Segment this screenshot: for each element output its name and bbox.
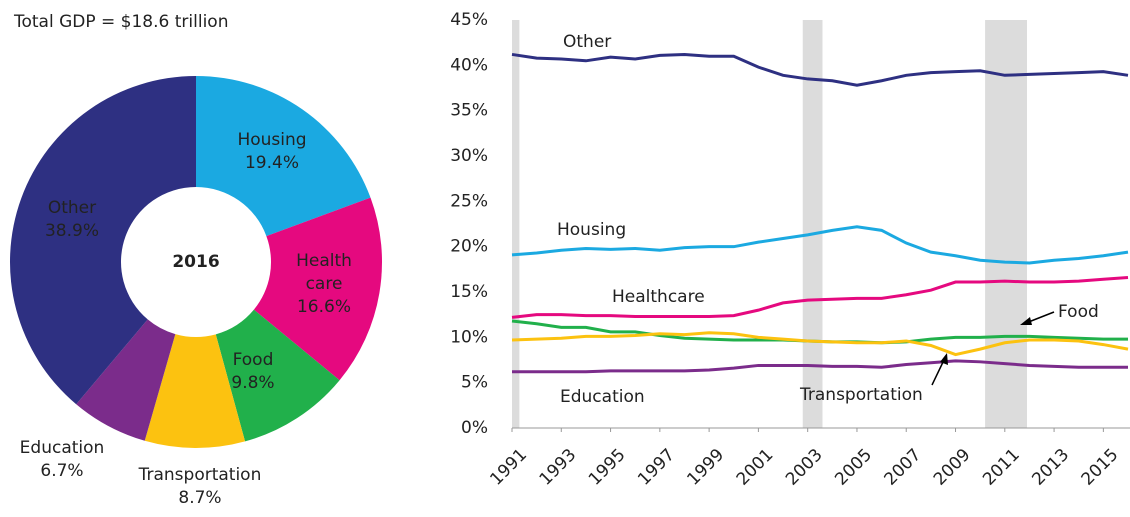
series-label: Other bbox=[563, 32, 611, 52]
x-tick-label: 2005 bbox=[831, 445, 876, 490]
label-line: care bbox=[306, 274, 343, 294]
segment-label: Food bbox=[233, 350, 274, 370]
segment-label: Housing bbox=[237, 130, 306, 150]
arrowhead bbox=[1020, 317, 1032, 325]
y-tick-label: 15% bbox=[450, 282, 488, 302]
x-tick-label: 1999 bbox=[683, 445, 728, 490]
segment-label: Other bbox=[48, 198, 96, 218]
segment-label: Education bbox=[20, 438, 105, 458]
x-tick-label: 2015 bbox=[1078, 445, 1123, 490]
label-line: Health bbox=[296, 251, 352, 271]
x-tick-label: 1991 bbox=[486, 445, 531, 490]
x-tick-label: 1997 bbox=[634, 445, 679, 490]
series-label: Transportation bbox=[799, 385, 923, 405]
value-label: 6.7% bbox=[40, 461, 83, 481]
series-line bbox=[511, 52, 1129, 87]
y-tick-label: 5% bbox=[461, 373, 488, 393]
donut-segment bbox=[76, 319, 176, 441]
chart-title: Total GDP = $18.6 trillion bbox=[13, 12, 228, 32]
x-tick-label: 2009 bbox=[930, 445, 975, 490]
series-line bbox=[511, 331, 1129, 357]
segment-label: Transportation bbox=[138, 465, 262, 485]
series-label: Food bbox=[1058, 302, 1099, 322]
series-label: Housing bbox=[557, 220, 626, 240]
donut-segment bbox=[144, 334, 246, 449]
series-line bbox=[512, 359, 1128, 374]
recession-band bbox=[512, 20, 520, 428]
y-tick-label: 10% bbox=[450, 327, 488, 347]
donut-segment bbox=[196, 76, 371, 237]
y-tick-label: 20% bbox=[450, 237, 488, 257]
y-tick-label: 30% bbox=[450, 146, 488, 166]
arrow bbox=[931, 359, 945, 386]
x-tick-label: 2011 bbox=[979, 445, 1024, 490]
value-label: 38.9% bbox=[45, 221, 99, 241]
series-line bbox=[511, 225, 1129, 265]
value-label: 8.7% bbox=[178, 488, 221, 508]
x-tick-label: 2001 bbox=[733, 445, 778, 490]
arrowhead bbox=[940, 353, 948, 365]
y-tick-label: 45% bbox=[450, 10, 488, 30]
series-line bbox=[511, 275, 1129, 319]
x-tick-label: 1993 bbox=[536, 445, 581, 490]
donut-segment bbox=[9, 75, 196, 405]
value-label: 16.6% bbox=[297, 297, 351, 317]
x-tick-label: 2003 bbox=[782, 445, 827, 490]
recession-band bbox=[802, 20, 823, 428]
donut-segment bbox=[253, 197, 382, 381]
y-tick-label: 40% bbox=[450, 55, 488, 75]
segment-label: Health care bbox=[296, 251, 352, 294]
value-label: 9.8% bbox=[231, 373, 274, 393]
x-tick-label: 2013 bbox=[1028, 445, 1073, 490]
value-label: 19.4% bbox=[245, 153, 299, 173]
recession-band bbox=[985, 20, 1027, 428]
annotation-arrows bbox=[931, 311, 1055, 386]
series-label: Education bbox=[560, 387, 645, 407]
donut-segment bbox=[215, 309, 340, 442]
y-tick-label: 35% bbox=[450, 101, 488, 121]
x-tick-label: 2007 bbox=[881, 445, 926, 490]
series-label: Healthcare bbox=[612, 287, 705, 307]
y-tick-label: 0% bbox=[461, 418, 488, 438]
x-tick-label: 1995 bbox=[585, 445, 630, 490]
y-tick-label: 25% bbox=[450, 191, 488, 211]
center-label: 2016 bbox=[172, 252, 219, 272]
